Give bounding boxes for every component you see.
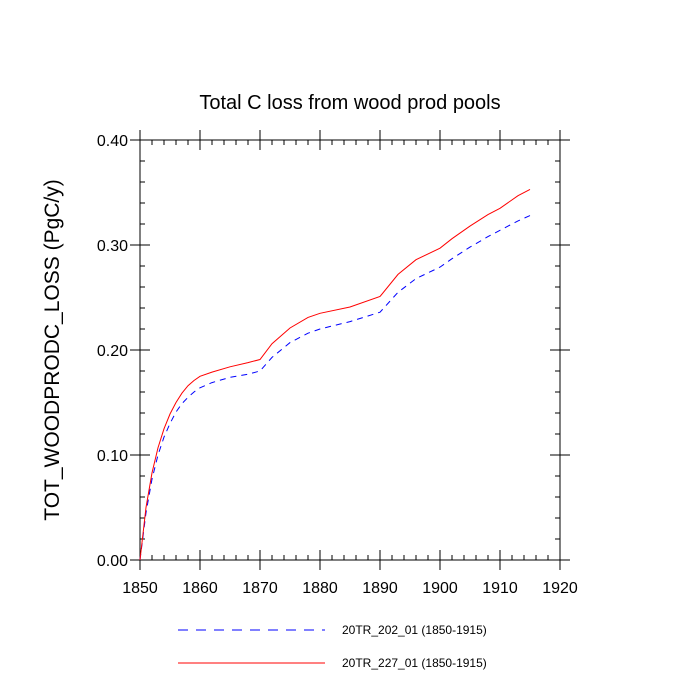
x-tick-label: 1890 — [362, 580, 398, 597]
series-lines — [139, 188, 531, 561]
x-tick-label: 1850 — [122, 580, 158, 597]
y-tick-label: 0.30 — [97, 238, 128, 255]
axis-ticks — [130, 130, 570, 570]
plot-border — [139, 139, 561, 561]
y-tick-label: 0.40 — [97, 133, 128, 150]
x-tick-label: 1920 — [542, 580, 578, 597]
x-tick-label: 1880 — [302, 580, 338, 597]
y-axis-label: TOT_WOODPRODC_LOSS (PgC/y) — [41, 179, 64, 521]
y-tick-label: 0.10 — [97, 448, 128, 465]
x-tick-label: 1860 — [182, 580, 218, 597]
y-tick-label: 0.00 — [97, 553, 128, 570]
series-line-1 — [139, 215, 531, 561]
legend: 20TR_202_01 (1850-1915) 20TR_227_01 (1850… — [178, 623, 487, 670]
x-tick-label: 1870 — [242, 580, 278, 597]
chart-title: Total C loss from wood prod pools — [199, 92, 500, 114]
y-tick-label: 0.20 — [97, 343, 128, 360]
series-line-2 — [139, 188, 531, 561]
legend-label-2: 20TR_227_01 (1850-1915) — [342, 656, 487, 670]
x-tick-label: 1910 — [482, 580, 518, 597]
x-tick-label: 1900 — [422, 580, 458, 597]
legend-label-1: 20TR_202_01 (1850-1915) — [342, 623, 487, 637]
axis-tick-labels: 1850 1860 1870 1880 1890 1900 1910 1920 0.00 0.10… — [97, 133, 578, 597]
plot-frame — [139, 139, 561, 561]
